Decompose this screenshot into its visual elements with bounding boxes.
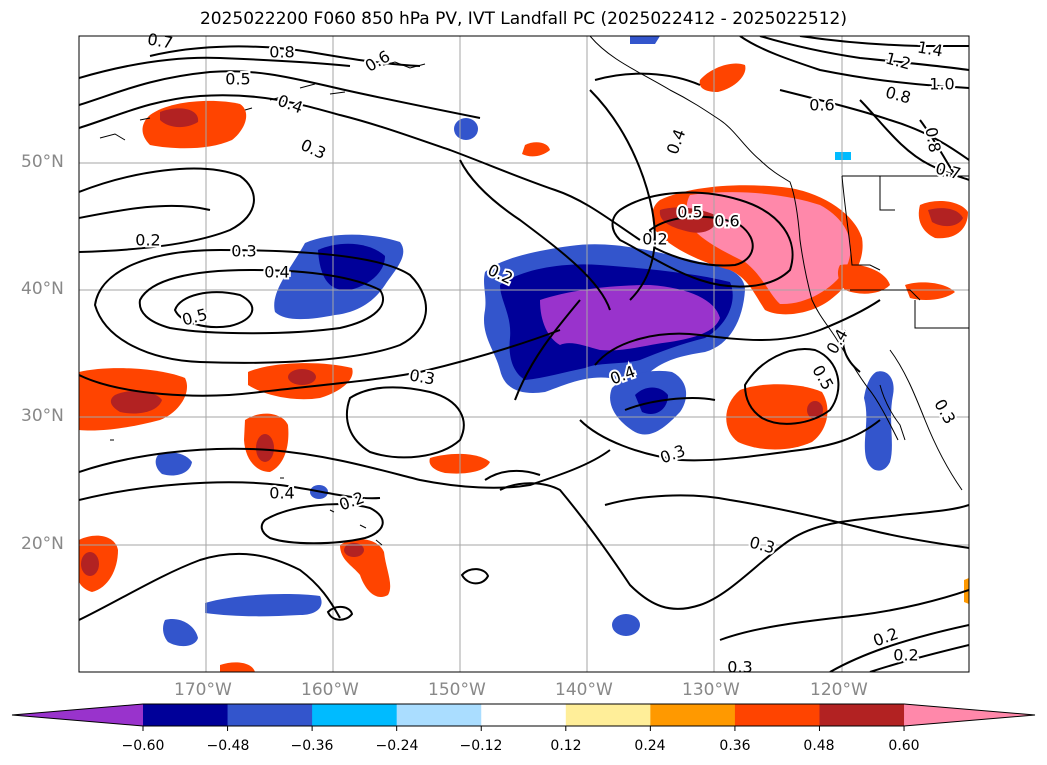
colorbar-tick: 0.48 (803, 738, 835, 754)
lon-label-170w: 170°W (174, 680, 232, 700)
contour-label: 0.2 (135, 231, 160, 250)
colorbar-bin (819, 704, 905, 726)
colorbar-bin (650, 704, 736, 726)
lat-label-50n: 50°N (21, 152, 64, 172)
contour-label: 0.5 (677, 203, 702, 222)
map-title: 2025022200 F060 850 hPa PV, IVT Landfall… (199, 9, 847, 29)
contour-label: 1.0 (929, 75, 954, 94)
colorbar-bin (143, 704, 229, 726)
colorbar-tick: −0.36 (290, 738, 334, 754)
colorbar-tick: −0.24 (375, 738, 419, 754)
colorbar-tick: −0.60 (121, 738, 165, 754)
contour-label: 0.4 (264, 263, 289, 282)
colorbar-bin (227, 704, 313, 726)
colorbar-tick: 0.24 (634, 738, 666, 754)
graticule (79, 36, 969, 672)
contour-label: 0.2 (893, 646, 918, 665)
contour-label: 0.5 (225, 70, 250, 89)
contour-label: 0.3 (727, 658, 752, 677)
contour-label: 0.4 (269, 484, 294, 503)
contour-label: 0.6 (809, 96, 834, 115)
colorbar-bin (565, 704, 651, 726)
lat-label-30n: 30°N (21, 406, 64, 426)
colorbar-tick: 0.60 (888, 738, 920, 754)
lon-label-160w: 160°W (301, 680, 359, 700)
lat-label-40n: 40°N (21, 279, 64, 299)
colorbar-tick: 0.12 (550, 738, 582, 754)
contour-label: 0.6 (714, 212, 739, 231)
colorbar-tick: −0.48 (206, 738, 250, 754)
lon-label-140w: 140°W (555, 680, 613, 700)
colorbar-extend-max (904, 704, 1035, 726)
lat-label-20n: 20°N (21, 534, 64, 554)
colorbar-tick: −0.12 (459, 738, 503, 754)
contour-label: 1.4 (916, 37, 944, 60)
contour-label: 0.8 (269, 43, 294, 62)
lon-label-120w: 120°W (810, 680, 868, 700)
colorbar-bin (481, 704, 567, 726)
map-frame (78, 35, 970, 673)
lon-label-150w: 150°W (428, 680, 486, 700)
colorbar (11, 703, 1036, 731)
colorbar-bin (734, 704, 820, 726)
pv-contours (79, 36, 969, 672)
contour-label: 0.2 (642, 230, 667, 249)
colorbar-bin (312, 704, 398, 726)
colorbar-tick: 0.36 (719, 738, 751, 754)
colorbar-extend-min (12, 704, 143, 726)
contour-label: 0.3 (231, 242, 256, 261)
lon-label-130w: 130°W (682, 680, 740, 700)
colorbar-bin (396, 704, 482, 726)
